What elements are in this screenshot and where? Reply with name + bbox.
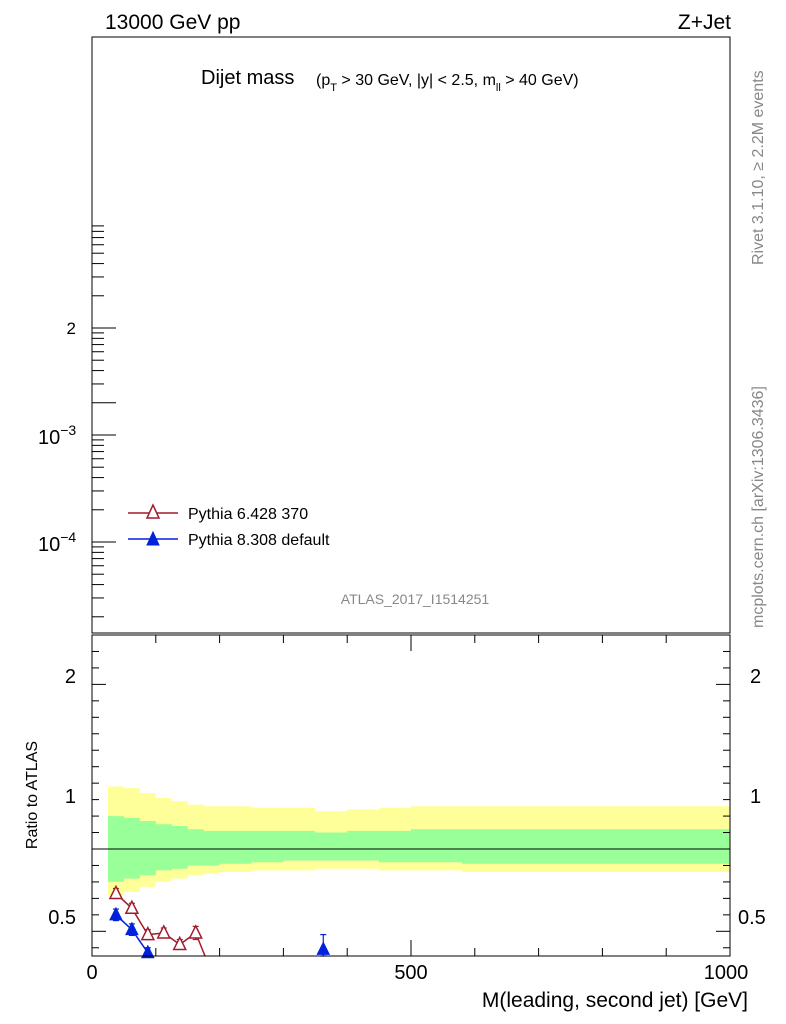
ratio-ytick-label-1-left: 1 [65,786,76,808]
data-point-0-0 [108,884,124,900]
title-cuts-mid: > 30 GeV, |y| < 2.5, m [337,72,496,89]
ratio-xtick-label-1000: 1000 [704,962,749,984]
ratio-ticks [91,635,731,956]
process-label: Z+Jet [678,11,731,34]
ratio-xtick-label-0: 0 [86,962,97,984]
main-ytick-base-1e-3: 10 [38,427,60,449]
legend-marker-pythia6 [145,503,161,519]
data-point-1-4 [316,941,331,955]
ratio-panel: 2 1 0.5 2 1 0.5 0 500 1000 M(leading, se… [24,634,766,1012]
data-point-1-1 [125,921,139,936]
ratio-series [108,884,331,959]
energy-label: 13000 GeV pp [105,11,240,34]
main-ytick-label-1e-3: 10−3 [38,422,76,449]
main-ytick-exp-1e-3: −3 [60,422,76,438]
ratio-ytick-label-05-right: 0.5 [738,907,766,929]
main-title: Dijet mass [201,67,294,89]
rivet-label: Rivet 3.1.10, ≥ 2.2M events [750,70,767,265]
main-y-ticks [92,225,116,618]
legend: Pythia 6.428 370 Pythia 8.308 default [128,503,330,549]
main-frame [91,36,731,634]
data-point-0-1 [124,899,140,915]
legend-entry-pythia8: Pythia 8.308 default [128,530,330,549]
mcplots-label: mcplots.cern.ch [arXiv:1306.3436] [750,386,767,628]
data-point-1-0 [109,906,123,921]
legend-label-pythia6: Pythia 6.428 370 [188,506,308,523]
series-0 [108,884,206,957]
data-point-0-3 [156,924,171,939]
legend-marker-pythia8 [146,530,160,546]
ratio-ytick-label-1-right: 1 [750,786,761,808]
ratio-ytick-label-05-left: 0.5 [48,907,76,929]
ratio-frame [91,634,731,957]
ratio-ytick-label-2-left: 2 [65,666,76,688]
data-point-0-5 [188,924,203,939]
main-panel: Dijet mass (pT > 30 GeV, |y| < 2.5, mll … [38,36,731,634]
x-axis-label: M(leading, second jet) [GeV] [482,989,748,1012]
title-cuts-open: (p [316,72,330,89]
data-point-1-2 [141,944,155,959]
data-point-0-4 [172,935,187,951]
main-ytick-base-1e-4: 10 [38,534,60,556]
title-cuts-sub-ll: ll [496,82,501,94]
analysis-label: ATLAS_2017_I1514251 [341,591,490,607]
title-cuts-close: > 40 GeV) [501,72,579,89]
ratio-ytick-label-2-right: 2 [750,666,761,688]
legend-entry-pythia6: Pythia 6.428 370 [128,503,308,523]
data-point-0-2 [140,925,156,941]
ratio-xtick-label-500: 500 [394,962,427,984]
main-ytick-exp-1e-4: −4 [60,529,76,545]
main-ytick-label-2e-3: 2 [67,319,76,338]
legend-label-pythia8: Pythia 8.308 default [188,532,330,549]
series-line-0 [115,892,206,957]
title-cuts-sub-t: T [330,82,337,94]
main-ytick-label-1e-4: 10−4 [38,529,76,556]
title-cuts: (pT > 30 GeV, |y| < 2.5, mll > 40 GeV) [316,72,579,94]
uncertainty-bands [108,786,730,896]
y-axis-label: Ratio to ATLAS [24,741,41,849]
